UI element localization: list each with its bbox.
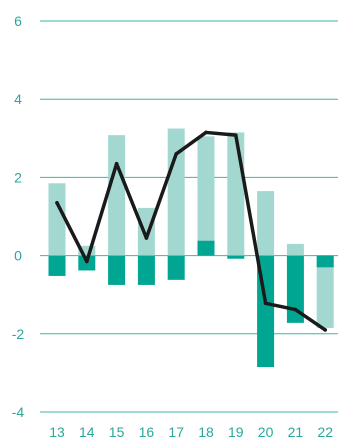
- y-axis-ticks: 6 4 2 0 -2 -4: [12, 13, 25, 420]
- y-tick-label: -4: [12, 404, 25, 420]
- y-tick-label: 0: [14, 248, 22, 264]
- x-tick-label: 14: [79, 424, 95, 440]
- line-point: [114, 161, 119, 166]
- bar: [227, 255, 245, 259]
- bar: [167, 255, 185, 280]
- line-point: [144, 236, 149, 240]
- line-series: [55, 130, 328, 332]
- bar: [286, 243, 304, 256]
- bar: [78, 245, 96, 256]
- line-point: [204, 130, 208, 135]
- x-tick-label: 15: [109, 424, 125, 440]
- x-tick-label: 18: [198, 424, 214, 440]
- bar: [197, 136, 215, 256]
- bars: [48, 128, 334, 368]
- x-tick-label: 17: [168, 424, 184, 440]
- series-line: [55, 130, 327, 332]
- bar: [137, 255, 155, 285]
- x-axis-ticks: 13 14 15 16 17 18 19 20 21 22: [49, 424, 333, 440]
- line-point: [55, 201, 59, 205]
- bar: [48, 255, 66, 276]
- x-tick-label: 21: [288, 424, 304, 440]
- bar: [227, 132, 245, 256]
- line-point: [234, 133, 238, 137]
- y-tick-label: 4: [14, 91, 22, 107]
- x-tick-label: 19: [228, 424, 244, 440]
- bar: [286, 255, 304, 323]
- y-tick-label: 2: [14, 169, 22, 185]
- bar: [137, 207, 155, 256]
- bar: [108, 255, 126, 285]
- x-tick-label: 22: [317, 424, 333, 440]
- gridlines: [40, 20, 338, 413]
- bar: [197, 240, 215, 256]
- line-point: [85, 259, 89, 264]
- bar: [48, 183, 66, 256]
- bar: [316, 255, 334, 268]
- y-tick-label: -2: [12, 326, 25, 342]
- x-tick-label: 16: [139, 424, 155, 440]
- bar: [257, 191, 275, 256]
- bar: [167, 128, 185, 256]
- y-tick-label: 6: [14, 13, 22, 29]
- bar: [316, 255, 334, 328]
- x-tick-label: 13: [49, 424, 65, 440]
- line-point: [323, 328, 328, 332]
- bar: [108, 135, 126, 256]
- line-point: [174, 152, 178, 156]
- x-tick-label: 20: [258, 424, 274, 440]
- line-point: [293, 307, 298, 312]
- line-point: [263, 301, 268, 306]
